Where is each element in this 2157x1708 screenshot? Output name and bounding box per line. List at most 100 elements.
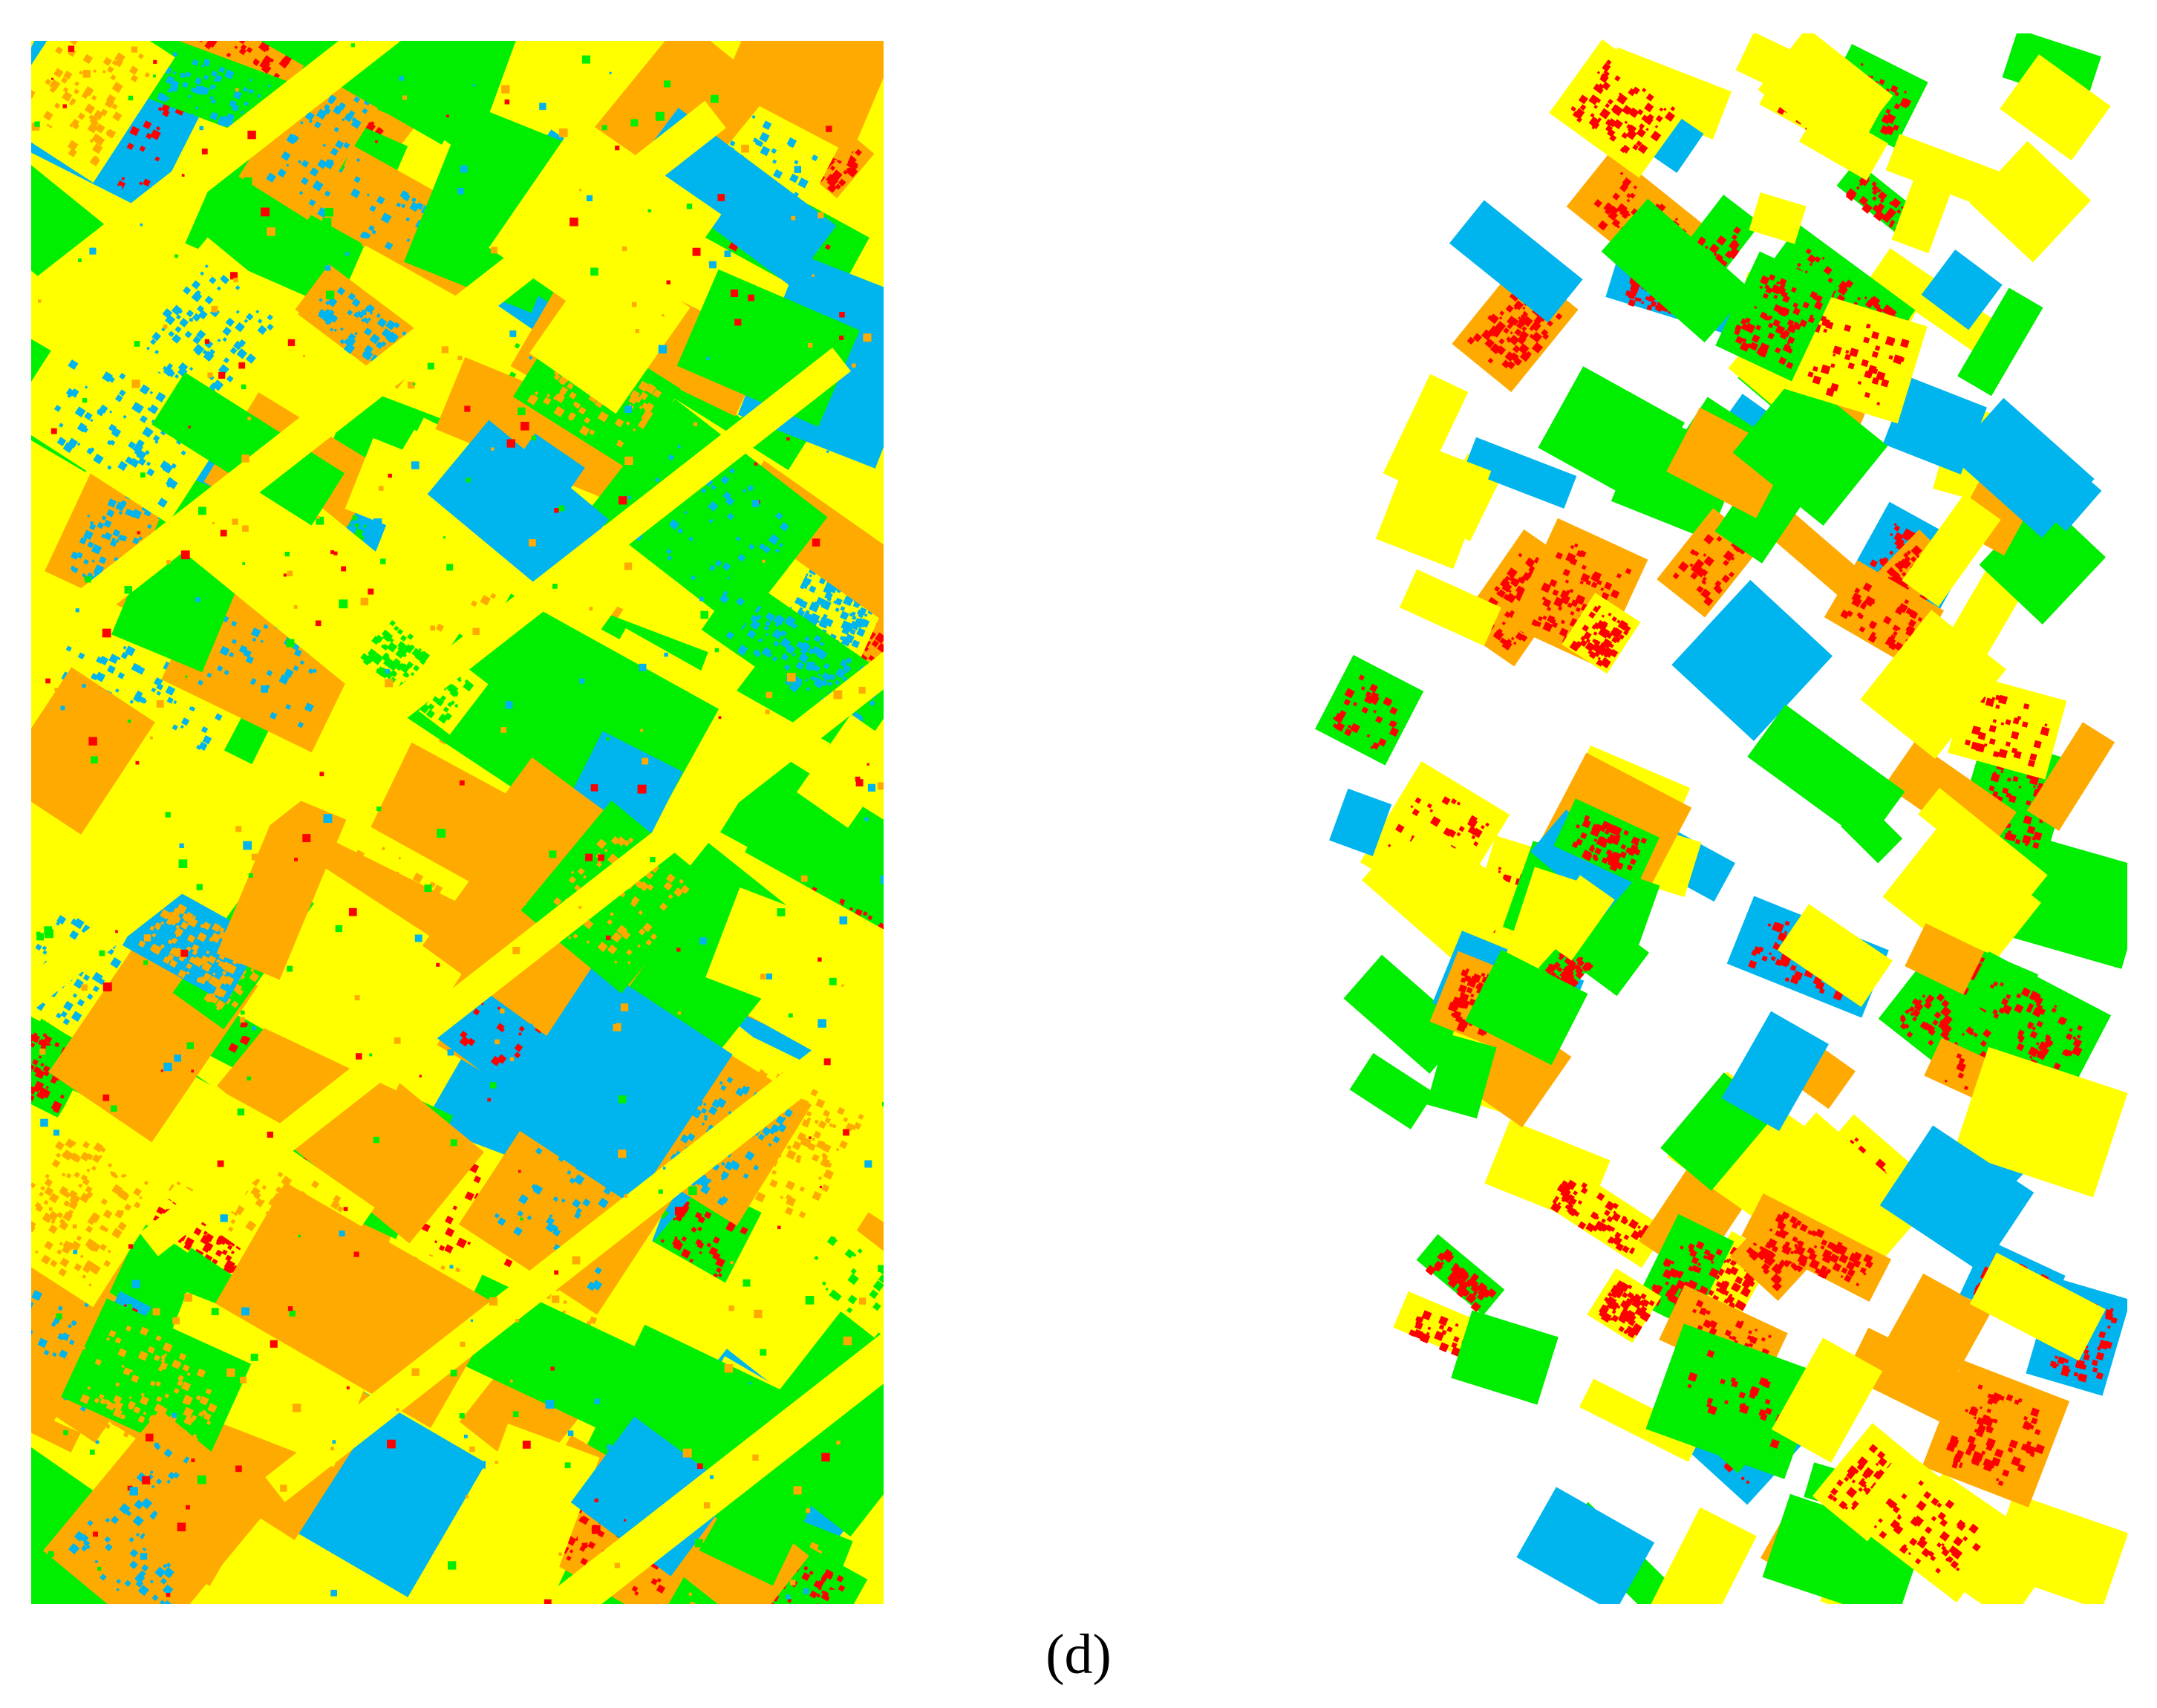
pixel-noise bbox=[582, 55, 590, 64]
pixel-noise bbox=[495, 1461, 498, 1464]
pixel-noise bbox=[195, 597, 200, 602]
pixel-noise bbox=[791, 215, 796, 221]
pixel-noise bbox=[604, 1528, 607, 1532]
pixel-noise bbox=[718, 716, 722, 720]
field-parcel bbox=[147, 1291, 373, 1467]
pixel-noise bbox=[772, 834, 778, 840]
pixel-noise bbox=[659, 948, 662, 951]
pixel-noise bbox=[361, 310, 367, 316]
pixel-noise bbox=[505, 701, 513, 709]
pixel-noise bbox=[493, 731, 500, 737]
pixel-noise bbox=[174, 254, 178, 258]
pixel-noise bbox=[339, 599, 348, 609]
pixel-noise bbox=[754, 462, 758, 466]
pixel-noise bbox=[127, 720, 131, 723]
pixel-noise bbox=[864, 1160, 872, 1168]
road-strip bbox=[388, 1078, 884, 1604]
pixel-noise bbox=[777, 908, 786, 916]
pixel-noise bbox=[180, 73, 186, 78]
field-parcel bbox=[1777, 904, 1893, 1007]
pixel-noise bbox=[579, 189, 581, 192]
field-speckle bbox=[1333, 674, 1400, 750]
pixel-noise bbox=[836, 1440, 841, 1445]
pixel-noise bbox=[287, 965, 293, 972]
pixel-noise bbox=[394, 1037, 401, 1044]
field-parcel bbox=[217, 994, 484, 1244]
field-parcel bbox=[464, 1424, 600, 1576]
pixel-noise bbox=[806, 662, 815, 671]
field-parcel bbox=[31, 1103, 179, 1308]
field-speckle bbox=[1571, 815, 1648, 872]
field-parcel bbox=[427, 420, 609, 594]
pixel-noise bbox=[441, 346, 448, 353]
pixel-noise bbox=[591, 1525, 601, 1534]
field-parcel bbox=[1646, 1507, 1757, 1604]
pixel-noise bbox=[230, 272, 238, 280]
pixel-noise bbox=[34, 121, 40, 127]
pixel-noise bbox=[766, 250, 769, 252]
pixel-noise bbox=[450, 1139, 457, 1147]
pixel-noise bbox=[879, 893, 883, 897]
pixel-noise bbox=[751, 500, 760, 507]
pixel-noise bbox=[843, 1129, 849, 1136]
pixel-noise bbox=[189, 318, 193, 322]
pixel-noise bbox=[864, 817, 869, 821]
pixel-noise bbox=[567, 1430, 574, 1436]
pixel-noise bbox=[821, 1453, 830, 1461]
pixel-noise bbox=[131, 1280, 140, 1288]
pixel-noise bbox=[41, 1092, 45, 1096]
pixel-noise bbox=[491, 447, 495, 451]
field-parcel bbox=[735, 1311, 884, 1537]
pixel-noise bbox=[590, 267, 598, 276]
pixel-noise bbox=[699, 596, 704, 602]
field-speckle bbox=[1570, 59, 1676, 154]
pixel-noise bbox=[841, 984, 844, 987]
pixel-noise bbox=[818, 1019, 826, 1028]
pixel-noise bbox=[232, 518, 238, 525]
pixel-noise bbox=[552, 1295, 560, 1303]
pixel-noise bbox=[63, 1430, 68, 1435]
pixel-noise bbox=[421, 1292, 426, 1297]
pixel-noise bbox=[354, 995, 360, 1001]
pixel-noise bbox=[529, 539, 536, 547]
pixel-noise bbox=[500, 1008, 505, 1014]
pixel-noise bbox=[397, 134, 402, 140]
field-parcel bbox=[1799, 104, 1888, 181]
pixel-noise bbox=[740, 578, 745, 584]
pixel-noise bbox=[97, 1566, 102, 1571]
pixel-noise bbox=[703, 1502, 711, 1509]
pixel-noise bbox=[244, 177, 252, 186]
pixel-noise bbox=[806, 1508, 811, 1513]
pixel-noise bbox=[810, 67, 815, 71]
pixel-noise bbox=[858, 686, 866, 694]
pixel-noise bbox=[658, 1189, 663, 1194]
field-parcel bbox=[1891, 163, 1957, 254]
pixel-noise bbox=[662, 1167, 666, 1170]
pixel-noise bbox=[554, 508, 559, 513]
pixel-noise bbox=[271, 1256, 280, 1265]
pixel-noise bbox=[148, 941, 153, 946]
field-parcel bbox=[796, 714, 884, 828]
pixel-noise bbox=[489, 1082, 497, 1089]
pixel-noise bbox=[748, 1382, 751, 1385]
pixel-noise bbox=[135, 760, 140, 765]
pixel-noise bbox=[826, 450, 829, 453]
pixel-noise bbox=[718, 1518, 724, 1524]
field-parcel bbox=[1885, 134, 2022, 217]
pixel-noise bbox=[289, 1310, 296, 1317]
pixel-noise bbox=[284, 552, 290, 557]
pixel-noise bbox=[427, 362, 434, 370]
pixel-noise bbox=[606, 737, 610, 741]
pixel-noise bbox=[586, 195, 593, 201]
pixel-noise bbox=[552, 584, 558, 589]
pixel-noise bbox=[460, 1341, 466, 1347]
pixel-noise bbox=[689, 1410, 694, 1415]
pixel-noise bbox=[249, 61, 254, 65]
pixel-noise bbox=[332, 1440, 336, 1444]
pixel-noise bbox=[604, 1343, 610, 1349]
pixel-noise bbox=[711, 94, 719, 103]
field-parcel bbox=[495, 963, 733, 1206]
pixel-noise bbox=[217, 1160, 224, 1167]
pixel-noise bbox=[881, 1102, 884, 1106]
